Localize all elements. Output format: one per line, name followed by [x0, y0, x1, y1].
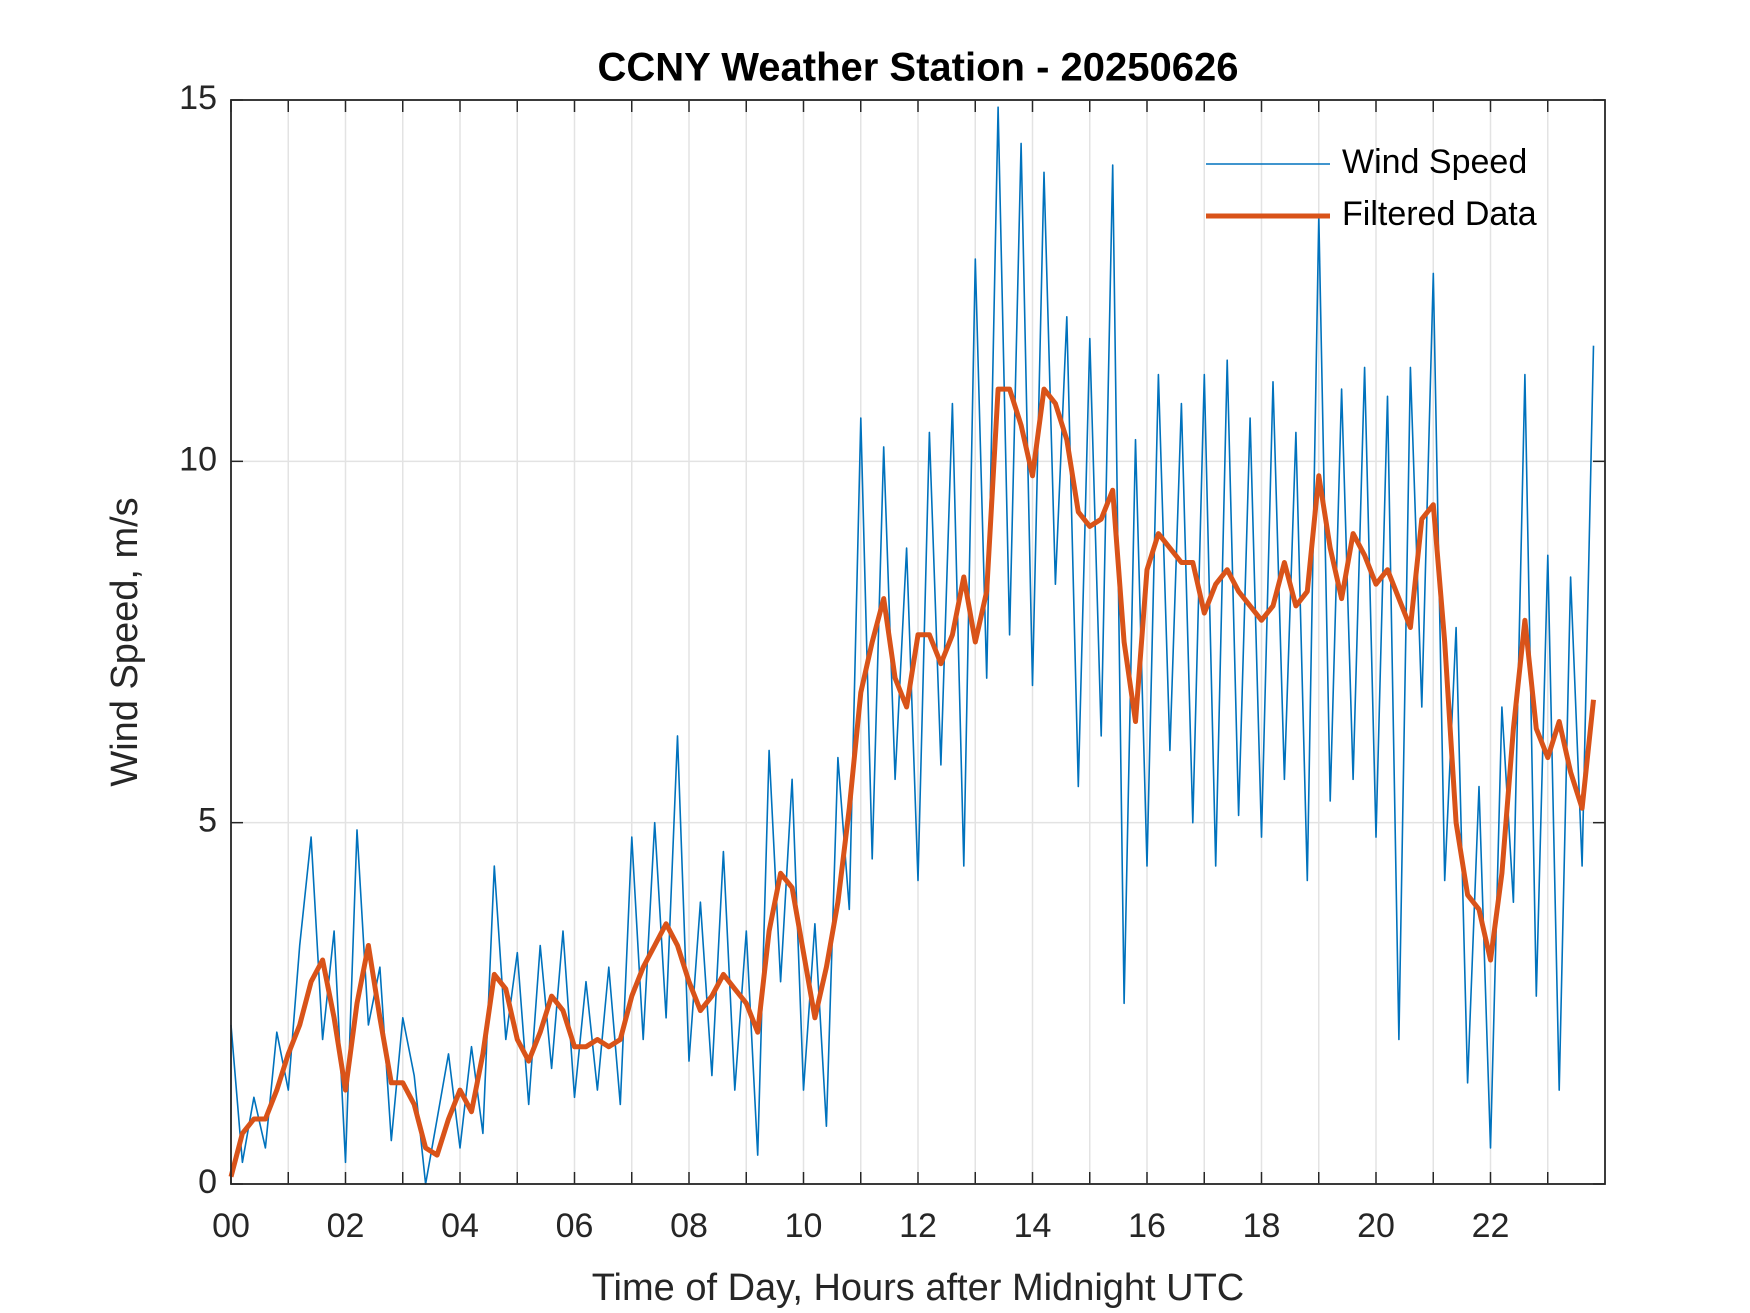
x-axis-label: Time of Day, Hours after Midnight UTC — [592, 1267, 1245, 1309]
x-tick-label: 06 — [556, 1207, 594, 1245]
y-tick-label: 15 — [179, 79, 217, 117]
x-tick-label: 04 — [441, 1207, 479, 1245]
legend-label: Wind Speed — [1342, 143, 1527, 181]
plot-frame — [230, 99, 1606, 1185]
y-tick-label: 0 — [198, 1163, 217, 1201]
x-tick-label: 20 — [1357, 1207, 1395, 1245]
x-tick-label: 14 — [1014, 1207, 1052, 1245]
x-tick-label: 10 — [785, 1207, 823, 1245]
x-tick-label: 16 — [1128, 1207, 1166, 1245]
data-line — [228, 386, 1596, 1178]
chart-title: CCNY Weather Station - 20250626 — [598, 46, 1239, 90]
x-tick-label: 00 — [212, 1207, 250, 1245]
y-axis-label: Wind Speed, m/s — [104, 497, 146, 786]
x-tick-label: 22 — [1472, 1207, 1510, 1245]
x-tick-label: 12 — [899, 1207, 937, 1245]
data-line — [230, 106, 1595, 1185]
x-tick-label: 02 — [327, 1207, 365, 1245]
legend-label: Filtered Data — [1342, 195, 1537, 233]
x-tick-label: 18 — [1243, 1207, 1281, 1245]
y-tick-label: 10 — [179, 440, 217, 478]
y-tick-label: 5 — [198, 802, 217, 840]
x-tick-label: 08 — [670, 1207, 708, 1245]
